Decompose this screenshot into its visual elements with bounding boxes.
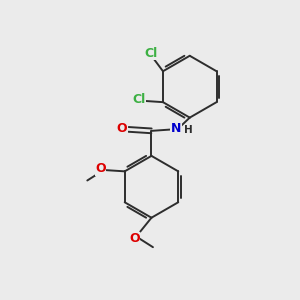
Text: O: O [95, 163, 106, 176]
Text: Cl: Cl [132, 93, 146, 106]
Text: O: O [117, 122, 127, 135]
Text: H: H [184, 125, 192, 135]
Text: Cl: Cl [144, 47, 157, 60]
Text: N: N [171, 122, 181, 135]
Text: O: O [129, 232, 140, 245]
